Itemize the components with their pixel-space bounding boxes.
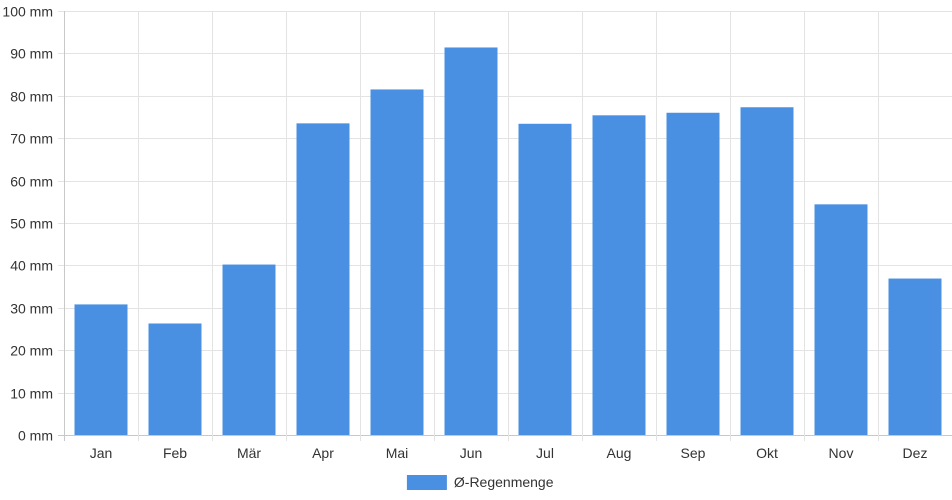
bar-aug[interactable] (592, 115, 646, 435)
y-tick-label: 100 mm (2, 4, 53, 20)
bar-nov[interactable] (814, 204, 868, 435)
x-tick-label: Jan (90, 445, 113, 461)
bar-mai[interactable] (370, 89, 424, 435)
legend-swatch[interactable] (406, 475, 447, 490)
y-tick-label: 80 mm (10, 89, 53, 105)
x-tick-label: Jul (536, 445, 554, 461)
bar-dez[interactable] (888, 278, 942, 435)
y-tick-label: 10 mm (10, 386, 53, 402)
y-tick-label: 90 mm (10, 46, 53, 62)
y-tick-label: 40 mm (10, 258, 53, 274)
bar-okt[interactable] (740, 107, 794, 436)
y-tick-label: 60 mm (10, 174, 53, 190)
x-tick-label: Feb (163, 445, 187, 461)
y-tick-label: 70 mm (10, 131, 53, 147)
x-tick-label: Sep (681, 445, 706, 461)
gridlines (58, 11, 952, 441)
y-tick-label: 30 mm (10, 301, 53, 317)
bar-jun[interactable] (444, 47, 498, 436)
y-tick-label: 20 mm (10, 343, 53, 359)
bar-mär[interactable] (222, 264, 276, 435)
bar-sep[interactable] (666, 112, 720, 435)
x-tick-label: Dez (903, 445, 928, 461)
x-tick-label: Nov (829, 445, 854, 461)
x-tick-label: Aug (607, 445, 632, 461)
bar-feb[interactable] (148, 323, 202, 435)
x-tick-label: Okt (756, 445, 778, 461)
x-tick-label: Apr (312, 445, 334, 461)
x-tick-label: Mär (237, 445, 261, 461)
y-tick-label: 0 mm (18, 428, 53, 444)
x-tick-label: Jun (460, 445, 483, 461)
bars (74, 47, 942, 436)
legend-label[interactable]: Ø-Regenmenge (454, 474, 554, 490)
x-tick-label: Mai (386, 445, 409, 461)
axes: 0 mm 10 mm 20 mm 30 mm 40 mm 50 mm 60 mm 70 mm 8… (2, 4, 927, 462)
legend[interactable]: Ø-Regenmenge (406, 474, 554, 490)
bar-apr[interactable] (296, 123, 350, 436)
y-tick-label: 50 mm (10, 216, 53, 232)
bar-jul[interactable] (518, 123, 572, 435)
bar-jan[interactable] (74, 304, 128, 435)
